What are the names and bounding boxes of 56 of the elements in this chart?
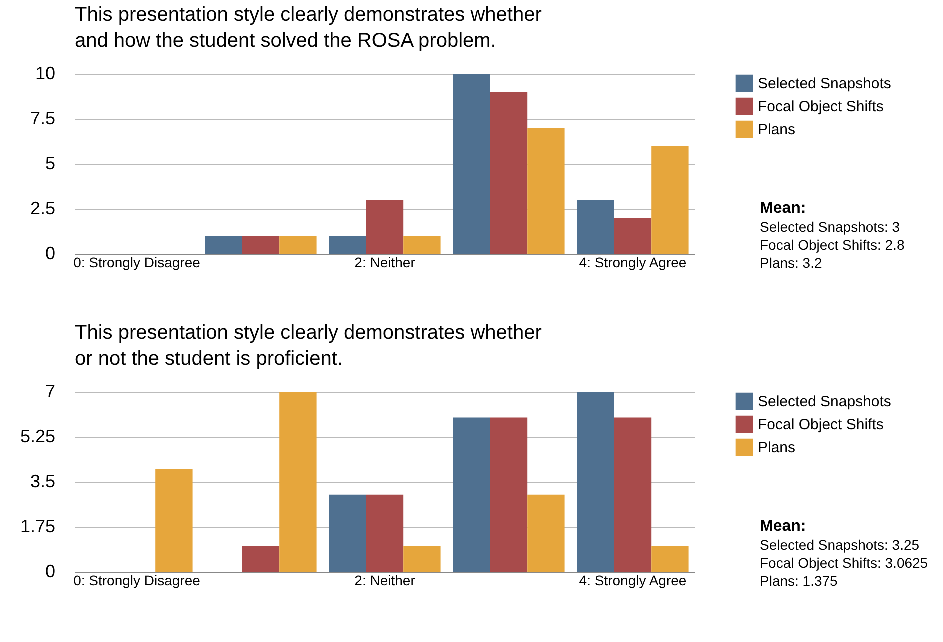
bar — [329, 494, 366, 572]
legend-label: Selected Snapshots — [758, 76, 892, 92]
text: Selected Snapshots: 3 — [760, 218, 902, 236]
y-tick-label: 7.5 — [30, 108, 56, 128]
bar — [614, 218, 652, 254]
bar — [404, 546, 441, 572]
bar — [280, 392, 317, 572]
x-tick-label: 4: Strongly Agree — [579, 254, 687, 270]
text: Focal Object Shifts: 2.8 — [760, 236, 905, 254]
y-tick-label: 5 — [45, 154, 56, 174]
bar — [366, 200, 404, 254]
text: Focal Object Shifts: 3.0625 — [760, 554, 928, 572]
y-tick-label: 2.5 — [30, 198, 56, 218]
legend-label: Focal Object Shifts — [758, 98, 884, 116]
x-tick-label: 0: Strongly Disagree — [74, 254, 201, 270]
x-tick-label: 2: Neither — [354, 254, 416, 270]
legend-label: Focal Object Shifts — [758, 416, 884, 434]
bar — [453, 74, 490, 254]
bar — [652, 546, 689, 572]
bar — [614, 418, 652, 572]
text: Plans: 3.2 — [760, 254, 824, 272]
bar — [490, 92, 528, 254]
bar — [205, 236, 242, 254]
text: Mean: — [760, 518, 808, 536]
x-tick-label: 4: Strongly Agree — [579, 572, 687, 588]
bar — [577, 392, 614, 572]
y-tick-label: 0 — [45, 244, 56, 264]
bar — [329, 236, 366, 254]
bar — [404, 236, 441, 254]
bar — [528, 128, 565, 254]
bar — [490, 418, 528, 572]
text: Mean: — [760, 200, 808, 218]
y-tick-label: 10 — [35, 64, 56, 84]
bar — [156, 469, 193, 572]
bar — [577, 200, 614, 254]
y-tick-label: 0 — [45, 562, 56, 582]
y-tick-label: 5.25 — [20, 426, 56, 446]
bar — [242, 236, 280, 254]
bar — [652, 146, 689, 254]
x-tick-label: 2: Neither — [354, 572, 416, 588]
bar — [453, 418, 490, 572]
bar — [242, 546, 280, 572]
y-tick-label: 3.5 — [30, 472, 56, 492]
bar — [528, 494, 565, 572]
text: Selected Snapshots: 3.25 — [760, 536, 921, 554]
legend-label: Selected Snapshots — [758, 394, 892, 410]
y-tick-label: 1.75 — [20, 516, 56, 536]
text: Plans: 1.375 — [760, 572, 839, 590]
legend-label: Plans — [758, 440, 796, 456]
chart-title: This presentation style clearly demonstrates whether and how the student solved the ROSA problem. — [75, 4, 542, 52]
chart-title: This presentation style clearly demonstrates whether or not the student is proficient. — [75, 322, 542, 370]
y-tick-label: 7 — [45, 382, 56, 402]
legend-label: Plans — [758, 122, 796, 138]
bar — [280, 236, 317, 254]
x-tick-label: 0: Strongly Disagree — [74, 572, 201, 588]
bar — [366, 494, 404, 572]
